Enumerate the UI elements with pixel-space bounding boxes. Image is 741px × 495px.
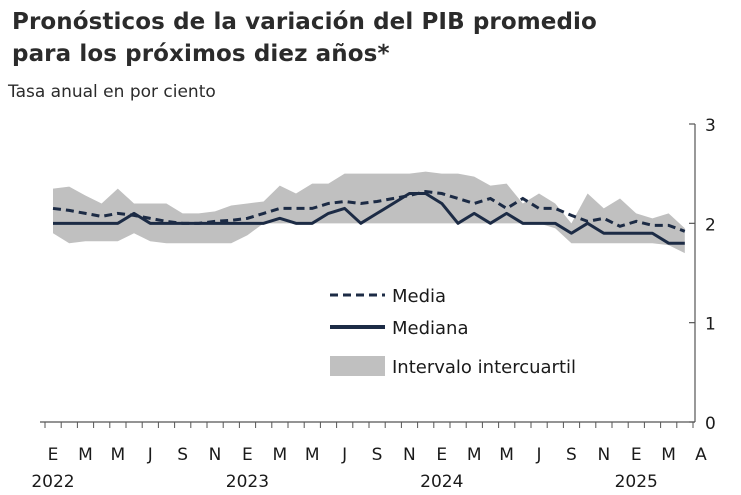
x-tick-label: E	[631, 445, 642, 465]
x-tick-label: S	[566, 445, 577, 465]
legend-band-label: Intervalo intercuartil	[392, 357, 576, 378]
mediana-line	[53, 192, 685, 245]
x-tick-label: M	[467, 445, 482, 465]
x-tick-label: E	[242, 445, 253, 465]
x-tick-label: M	[661, 445, 676, 465]
band-area	[53, 171, 685, 254]
x-tick-label: E	[48, 445, 59, 465]
x-tick-label: M	[78, 445, 93, 465]
x-tick-label: J	[147, 445, 153, 465]
media-line	[52, 190, 686, 233]
year-label: 2023	[226, 472, 269, 492]
legend-mediana-label: Mediana	[392, 318, 469, 339]
x-tick-label: N	[597, 445, 610, 465]
y-tick-label: 3	[705, 116, 716, 136]
x-tick-label: J	[535, 445, 541, 465]
x-tick-label: S	[372, 445, 383, 465]
y-tick-label: 0	[705, 414, 716, 434]
chart-subtitle: Tasa anual en por ciento	[8, 82, 216, 102]
x-tick-label: N	[209, 445, 222, 465]
year-label: 2025	[615, 472, 658, 492]
y-tick-label: 2	[705, 215, 716, 235]
chart-title-line2: para los próximos diez años*	[12, 41, 390, 67]
x-tick-label: A	[695, 445, 707, 465]
x-tick-label: M	[272, 445, 287, 465]
y-tick-label: 1	[705, 315, 716, 335]
x-tick-label: M	[499, 445, 514, 465]
x-tick-label: J	[341, 445, 347, 465]
x-tick-label: M	[305, 445, 320, 465]
chart-title: Pronósticos de la variación del PIB prom…	[12, 6, 597, 70]
x-tick-label: N	[403, 445, 416, 465]
chart-title-line1: Pronósticos de la variación del PIB prom…	[12, 9, 597, 35]
x-tick-label: M	[110, 445, 125, 465]
year-label: 2024	[420, 472, 463, 492]
legend-band-swatch	[330, 356, 385, 376]
x-tick-label: E	[436, 445, 447, 465]
legend-media-label: Media	[392, 286, 446, 307]
x-tick-label: S	[177, 445, 188, 465]
year-label: 2022	[31, 472, 74, 492]
